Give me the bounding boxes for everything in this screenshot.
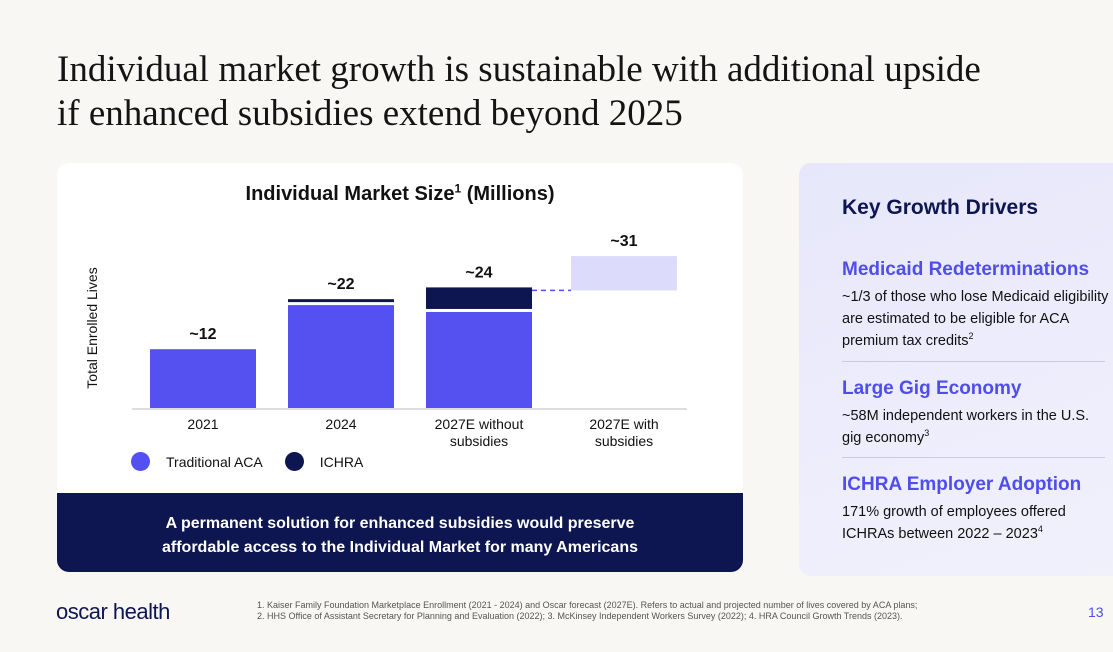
key-growth-drivers-panel: Key Growth Drivers Medicaid Redeterminat… (799, 163, 1113, 576)
legend-swatch-traditional-aca (131, 452, 150, 471)
bar-traditional-aca (150, 349, 256, 408)
x-tick-label: subsidies (450, 433, 508, 449)
legend-item-ichra: ICHRA (284, 452, 364, 471)
page-number: 13 (1088, 604, 1104, 620)
chart-title-text: Individual Market Size (245, 183, 455, 205)
x-tick-label: 2021 (187, 416, 218, 432)
bar-traditional-aca (288, 305, 394, 408)
driver-text-body: ~1/3 of those who lose Medicaid eligibil… (842, 289, 1109, 349)
driver-text: ~58M independent workers in the U.S. gig… (842, 405, 1112, 449)
legend-label-traditional-aca: Traditional ACA (166, 453, 263, 470)
driver-large-gig-economy: Large Gig Economy ~58M independent worke… (842, 377, 1112, 449)
callout-banner: A permanent solution for enhanced subsid… (57, 493, 743, 572)
x-tick-label: 2027E with (589, 416, 658, 432)
footnote-line-1: 1. Kaiser Family Foundation Marketplace … (257, 600, 918, 610)
data-label: ~24 (465, 264, 492, 281)
legend-label-ichra: ICHRA (319, 453, 364, 470)
driver-text: 171% growth of employees offered ICHRAs … (842, 501, 1112, 545)
chart-title: Individual Market Size1 (Millions) (57, 181, 743, 206)
drivers-heading: Key Growth Drivers (842, 196, 1039, 219)
driver-footnote: 4 (1037, 524, 1043, 535)
bar-chart: Total Enrolled Lives ~12 2021 ~22 2024 ~24 202… (84, 233, 687, 449)
driver-footnote: 3 (924, 428, 930, 439)
chart-legend: Traditional ACA ICHRA (131, 452, 385, 471)
driver-title: Large Gig Economy (842, 378, 1022, 399)
driver-ichra-employer-adoption: ICHRA Employer Adoption 171% growth of e… (842, 473, 1112, 545)
bar-upside (571, 256, 677, 291)
x-tick-label: subsidies (595, 433, 653, 449)
bar-ichra (288, 299, 394, 303)
data-label: ~31 (610, 233, 637, 250)
x-tick-label: 2024 (325, 416, 356, 432)
slide-title-line-1: Individual market growth is sustainable … (57, 49, 981, 90)
driver-text-body: 171% growth of employees offered ICHRAs … (842, 504, 1066, 542)
y-axis-label: Total Enrolled Lives (84, 267, 100, 388)
bar-ichra (426, 287, 532, 309)
slide-title: Individual market growth is sustainable … (57, 48, 1057, 136)
footnote-line-2: 2. HHS Office of Assistant Secretary for… (257, 611, 903, 621)
footnotes: 1. Kaiser Family Foundation Marketplace … (257, 600, 1037, 622)
driver-title: ICHRA Employer Adoption (842, 474, 1082, 495)
driver-text: ~1/3 of those who lose Medicaid eligibil… (842, 286, 1112, 352)
data-label: ~12 (189, 326, 216, 343)
data-label: ~22 (327, 276, 354, 293)
driver-divider (842, 361, 1105, 362)
driver-text-body: ~58M independent workers in the U.S. gig… (842, 408, 1090, 446)
chart-title-footnote: 1 (454, 181, 462, 196)
driver-divider (842, 457, 1105, 458)
chart-card: Individual Market Size1 (Millions) Total… (57, 163, 743, 572)
x-tick-label: 2027E without (435, 416, 524, 432)
slide-title-line-2: if enhanced subsidies extend beyond 2025 (57, 93, 683, 134)
callout-banner-line-1: A permanent solution for enhanced subsid… (165, 515, 635, 532)
legend-swatch-ichra (284, 452, 304, 471)
chart-title-suffix: (Millions) (461, 183, 555, 205)
legend-item-traditional-aca: Traditional ACA (131, 452, 263, 471)
driver-footnote: 2 (968, 331, 974, 342)
driver-medicaid-redeterminations: Medicaid Redeterminations ~1/3 of those … (842, 258, 1112, 352)
driver-title: Medicaid Redeterminations (842, 259, 1090, 280)
oscar-health-logo: oscar health (56, 599, 170, 624)
bar-traditional-aca (426, 311, 532, 408)
callout-banner-line-2: affordable access to the Individual Mark… (162, 539, 638, 556)
